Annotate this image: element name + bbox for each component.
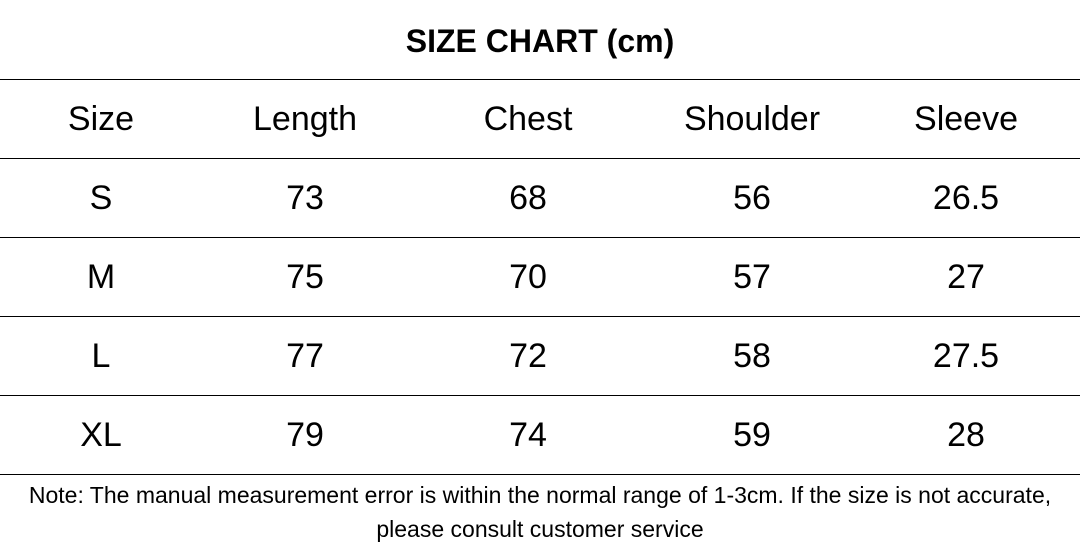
cell: 68: [509, 179, 547, 217]
cell: 27: [947, 258, 985, 296]
cell: 57: [733, 258, 771, 296]
note: Note: The manual measurement error is wi…: [28, 482, 1052, 542]
table-row: S 73 68 56 26.5: [0, 159, 1080, 238]
cell: Length: [253, 100, 357, 138]
cell: 72: [509, 337, 547, 375]
size-label: Size: [67, 100, 135, 138]
cell: Chest: [483, 100, 573, 138]
cell: Shoulder: [683, 100, 821, 138]
cell: 56: [733, 179, 771, 217]
cell: 74: [509, 416, 547, 454]
cell: 70: [509, 258, 547, 296]
cell: 75: [286, 258, 324, 296]
cell: 77: [286, 337, 324, 375]
cell: 79: [286, 416, 324, 454]
size-table: Size Length Chest Shoulder Sleeve S 73 68 56 26.5…: [0, 79, 1080, 475]
title: SIZE CHART (cm): [405, 23, 675, 59]
cell: 59: [733, 416, 771, 454]
cell: 26.5: [932, 179, 1000, 217]
table-row: L 77 72 58 27.5: [0, 317, 1080, 396]
cell: Sleeve: [914, 100, 1018, 138]
cell: 28: [947, 416, 985, 454]
header-row: Size Length Chest Shoulder Sleeve: [0, 80, 1080, 159]
size-label: M: [86, 258, 116, 296]
table-row: XL 79 74 59 28: [0, 396, 1080, 475]
table-row: M 75 70 57 27: [0, 238, 1080, 317]
cell: 27.5: [932, 337, 1000, 375]
size-label: S: [89, 179, 113, 217]
cell: 58: [733, 337, 771, 375]
size-label: XL: [80, 416, 122, 454]
size-label: L: [91, 337, 111, 375]
cell: 73: [286, 179, 324, 217]
